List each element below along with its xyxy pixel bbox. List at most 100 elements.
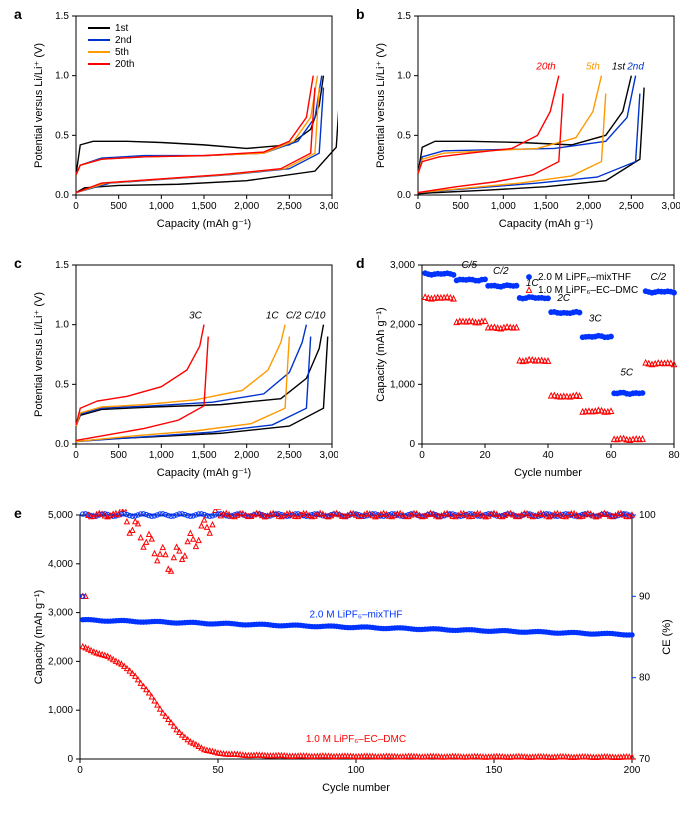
svg-text:0: 0: [73, 450, 79, 461]
svg-text:1,000: 1,000: [491, 201, 516, 212]
panel-c-chart: 0 500 1,000 1,500 2,000 2,500 3,000 0.0 0.5 1.0 1.…: [28, 259, 338, 484]
svg-text:1.5: 1.5: [397, 11, 411, 22]
svg-text:2.0 M LiPF₆–mixTHF: 2.0 M LiPF₆–mixTHF: [310, 609, 403, 620]
svg-text:1,000: 1,000: [390, 379, 415, 390]
svg-text:2,000: 2,000: [234, 201, 259, 212]
panel-d-chart: 0 20 40 60 80 0 1,000 2,000 3,000 Cycle number Cap…: [370, 259, 680, 484]
svg-text:0: 0: [415, 201, 421, 212]
panel-d-label: d: [356, 255, 365, 271]
svg-text:1st: 1st: [115, 23, 129, 34]
svg-text:C/2: C/2: [286, 311, 302, 322]
svg-text:C/10: C/10: [304, 311, 326, 322]
svg-text:3,000: 3,000: [48, 608, 73, 619]
svg-text:C/10: C/10: [427, 259, 449, 262]
svg-text:CE (%): CE (%): [661, 619, 673, 654]
svg-text:0: 0: [77, 765, 83, 776]
svg-text:3,000: 3,000: [319, 201, 338, 212]
svg-text:5th: 5th: [586, 62, 600, 73]
svg-text:0: 0: [73, 201, 79, 212]
svg-text:0.0: 0.0: [397, 190, 411, 201]
svg-text:5,000: 5,000: [48, 510, 73, 521]
svg-text:0.0: 0.0: [55, 439, 69, 450]
svg-text:0.5: 0.5: [55, 379, 69, 390]
panel-a-chart: 05001,0001,5002,0002,5003,0000.00.51.01.…: [28, 10, 338, 235]
svg-text:100: 100: [639, 510, 656, 521]
svg-text:2,000: 2,000: [576, 201, 601, 212]
svg-text:Capacity (mAh g⁻¹): Capacity (mAh g⁻¹): [375, 307, 387, 401]
svg-text:C/2: C/2: [650, 272, 666, 283]
svg-text:0.0: 0.0: [55, 190, 69, 201]
svg-text:0: 0: [67, 754, 73, 765]
svg-text:2,000: 2,000: [390, 320, 415, 331]
svg-text:500: 500: [452, 201, 469, 212]
svg-text:Potential versus Li/Li⁺ (V): Potential versus Li/Li⁺ (V): [33, 43, 45, 168]
svg-text:1.5: 1.5: [55, 260, 69, 271]
svg-text:5th: 5th: [115, 47, 129, 58]
svg-text:70: 70: [639, 754, 651, 765]
svg-text:C/2: C/2: [493, 266, 509, 277]
svg-text:Potential versus Li/Li⁺ (V): Potential versus Li/Li⁺ (V): [375, 43, 387, 168]
svg-text:3,000: 3,000: [390, 260, 415, 271]
svg-text:1,500: 1,500: [191, 450, 216, 461]
svg-text:1st: 1st: [612, 62, 627, 73]
svg-text:2,500: 2,500: [277, 201, 302, 212]
svg-text:C/5: C/5: [461, 260, 477, 271]
panel-b-chart: 0 500 1,000 1,500 2,000 2,500 3,000 0.0 0.5 1.0 1.…: [370, 10, 680, 235]
svg-text:60: 60: [605, 450, 617, 461]
svg-text:Cycle number: Cycle number: [514, 467, 582, 479]
panel-a-label: a: [14, 6, 22, 22]
panel-c-label: c: [14, 255, 22, 271]
svg-text:3,000: 3,000: [661, 201, 680, 212]
svg-text:2,500: 2,500: [619, 201, 644, 212]
svg-text:Capacity (mAh g⁻¹): Capacity (mAh g⁻¹): [33, 590, 45, 684]
svg-text:0.5: 0.5: [55, 130, 69, 141]
svg-text:40: 40: [542, 450, 554, 461]
svg-text:2nd: 2nd: [115, 35, 132, 46]
svg-text:4,000: 4,000: [48, 559, 73, 570]
svg-text:1,000: 1,000: [48, 705, 73, 716]
svg-text:1.0 M LiPF₆–EC–DMC: 1.0 M LiPF₆–EC–DMC: [306, 734, 406, 745]
svg-text:2,500: 2,500: [277, 450, 302, 461]
svg-text:50: 50: [212, 765, 224, 776]
svg-text:0: 0: [409, 439, 415, 450]
svg-text:3,000: 3,000: [319, 450, 338, 461]
svg-text:Potential versus Li/Li⁺ (V): Potential versus Li/Li⁺ (V): [33, 292, 45, 417]
svg-text:90: 90: [639, 591, 651, 602]
svg-text:500: 500: [110, 450, 127, 461]
panel-e-label: e: [14, 505, 22, 521]
svg-text:0.5: 0.5: [397, 130, 411, 141]
svg-text:5C: 5C: [620, 367, 634, 378]
svg-text:20th: 20th: [535, 62, 556, 73]
svg-text:1.0: 1.0: [397, 71, 411, 82]
svg-text:3C: 3C: [589, 314, 603, 325]
svg-text:Capacity (mAh g⁻¹): Capacity (mAh g⁻¹): [157, 467, 251, 479]
svg-text:Cycle number: Cycle number: [322, 782, 390, 794]
svg-text:1.0: 1.0: [55, 320, 69, 331]
panel-e-chart: 0 50 100 150 200 0 1,000 2,000 3,000 4,000 5,000 70…: [28, 509, 680, 799]
svg-text:200: 200: [624, 765, 641, 776]
svg-text:Capacity (mAh g⁻¹): Capacity (mAh g⁻¹): [157, 218, 251, 230]
svg-text:2,000: 2,000: [234, 450, 259, 461]
figure-root: a 05001,0001,5002,0002,5003,0000.00.51.0…: [0, 0, 685, 816]
svg-text:20: 20: [479, 450, 491, 461]
svg-text:0: 0: [419, 450, 425, 461]
svg-text:500: 500: [110, 201, 127, 212]
panel-b-label: b: [356, 6, 365, 22]
svg-text:1C: 1C: [266, 311, 280, 322]
svg-text:1,000: 1,000: [149, 450, 174, 461]
svg-text:2,000: 2,000: [48, 656, 73, 667]
svg-text:1,500: 1,500: [533, 201, 558, 212]
svg-text:1.5: 1.5: [55, 11, 69, 22]
svg-text:2.0 M LiPF₆–mixTHF: 2.0 M LiPF₆–mixTHF: [538, 272, 631, 283]
svg-text:20th: 20th: [115, 59, 134, 70]
svg-text:80: 80: [639, 673, 651, 684]
svg-text:100: 100: [348, 765, 365, 776]
svg-text:80: 80: [668, 450, 680, 461]
svg-text:2nd: 2nd: [626, 62, 644, 73]
svg-text:Capacity (mAh g⁻¹): Capacity (mAh g⁻¹): [499, 218, 593, 230]
svg-text:1,000: 1,000: [149, 201, 174, 212]
svg-text:150: 150: [486, 765, 503, 776]
svg-text:1.0 M LiPF₆–EC–DMC: 1.0 M LiPF₆–EC–DMC: [538, 285, 638, 296]
svg-text:3C: 3C: [189, 311, 203, 322]
svg-text:1,500: 1,500: [191, 201, 216, 212]
